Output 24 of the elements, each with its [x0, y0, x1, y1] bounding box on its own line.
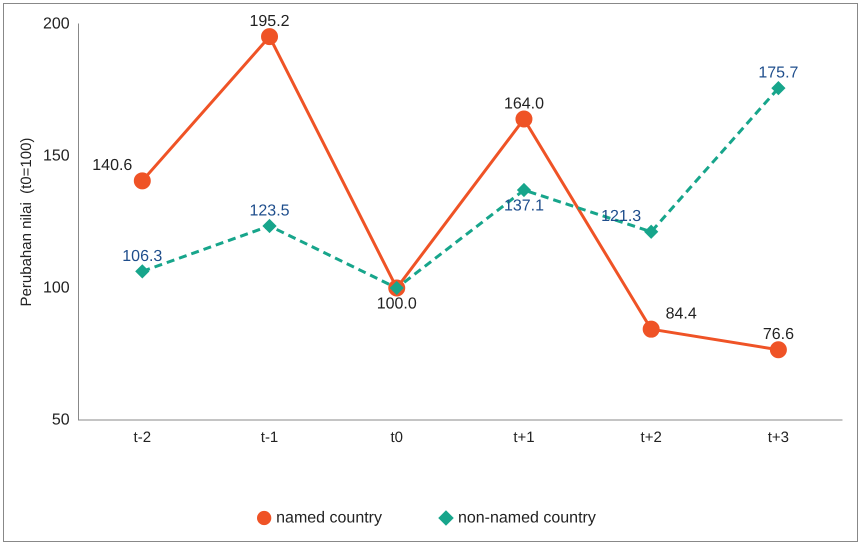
- data-label: 121.3: [601, 208, 642, 226]
- legend-label: named country: [276, 509, 382, 526]
- data-label: 195.2: [250, 13, 290, 30]
- y-tick-label: 200: [42, 15, 70, 32]
- data-label: 164.0: [504, 95, 544, 112]
- data-label: 140.6: [92, 157, 132, 174]
- data-label: 123.5: [250, 202, 290, 220]
- y-tick-label: 150: [42, 147, 70, 164]
- y-tick-label: 100: [42, 279, 70, 296]
- y-tick-label: 50: [52, 411, 70, 428]
- x-tick-label: t+3: [768, 429, 790, 446]
- data-label: 84.4: [666, 306, 697, 323]
- data-label: 76.6: [762, 326, 794, 344]
- x-tick-label: t-1: [260, 429, 278, 446]
- x-tick-label: t+2: [640, 429, 662, 446]
- data-label: 100.0: [376, 295, 417, 312]
- x-tick-label: t+1: [513, 429, 535, 446]
- data-label: 106.3: [122, 248, 162, 265]
- x-tick-label: t0: [390, 429, 403, 446]
- y-axis-title: Perubahan nilai (t0=100): [18, 138, 36, 306]
- x-tick-label: t-2: [134, 429, 152, 446]
- legend-label: non-named country: [458, 509, 596, 526]
- data-label: 175.7: [758, 64, 799, 82]
- data-label: 137.1: [504, 197, 544, 214]
